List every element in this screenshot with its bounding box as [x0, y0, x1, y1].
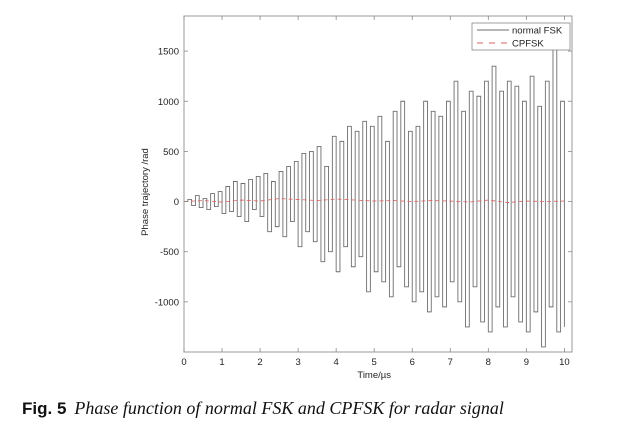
y-tick-label: 0: [174, 197, 179, 208]
caption-text: Phase function of normal FSK and CPFSK f…: [74, 398, 504, 418]
x-tick-label: 8: [486, 357, 491, 368]
x-tick-label: 9: [524, 357, 529, 368]
plot-area: [183, 15, 573, 353]
x-tick-label: 4: [334, 357, 339, 368]
x-tick-label: 7: [448, 357, 453, 368]
x-tick-label: 0: [181, 357, 186, 368]
x-axis-label: Time/µs: [357, 370, 391, 381]
y-tick-label: 1000: [158, 97, 179, 108]
legend: normal FSK CPFSK: [471, 22, 571, 51]
x-tick-label: 6: [410, 357, 415, 368]
y-axis-label: Phase trajectory /rad: [140, 148, 151, 236]
y-tick-label: -1000: [155, 297, 179, 308]
y-tick-label: 500: [163, 147, 179, 158]
series-normal-fsk-line: [184, 35, 565, 348]
legend-label-cpfsk: CPFSK: [512, 39, 544, 50]
x-axis-ticks: 0 1 2 3 4 5 6 7 8 9 10: [181, 16, 570, 368]
y-tick-label: 1500: [158, 47, 179, 58]
figure-caption: Fig. 5 Phase function of normal FSK and C…: [22, 398, 504, 419]
x-tick-label: 2: [257, 357, 262, 368]
series-cpfsk-line: [183, 198, 565, 203]
y-tick-label: -500: [160, 247, 179, 258]
legend-box: [471, 22, 571, 51]
phase-trajectory-chart: 0 1 2 3 4 5 6 7 8 9 10 -1000 -500 0 500 1000 1500 Time/…: [140, 15, 573, 381]
legend-label-normal-fsk: normal FSK: [512, 26, 563, 37]
x-tick-label: 1: [219, 357, 224, 368]
x-tick-label: 5: [372, 357, 377, 368]
x-tick-label: 3: [295, 357, 300, 368]
x-tick-label: 10: [559, 357, 570, 368]
y-axis-ticks: -1000 -500 0 500 1000 1500: [155, 47, 572, 308]
figure-label: Fig. 5: [22, 399, 67, 418]
